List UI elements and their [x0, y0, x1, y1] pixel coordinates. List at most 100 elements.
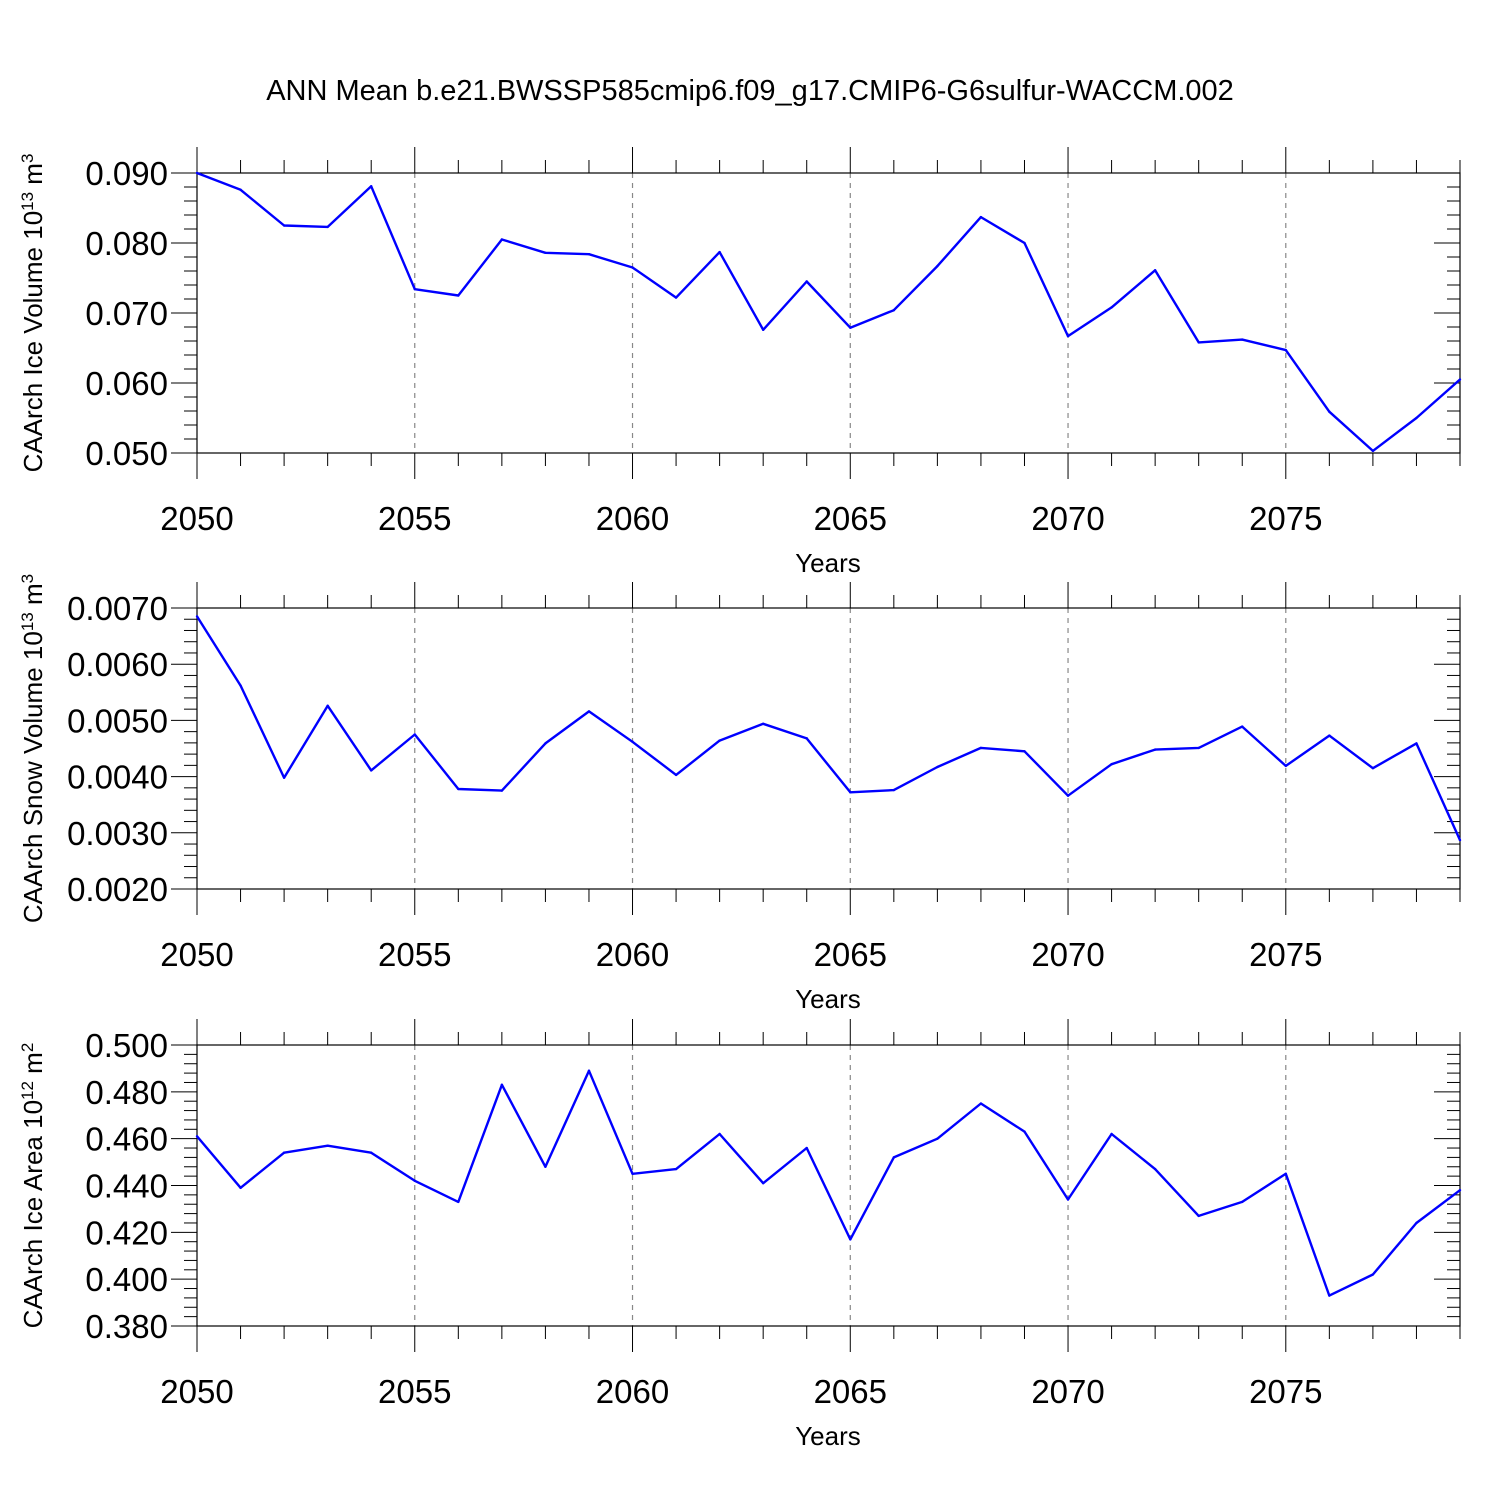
y-axis-label-unit-exp: 3: [18, 154, 37, 163]
x-tick-label: 2050: [160, 500, 233, 537]
y-axis-label-unit: m: [18, 583, 48, 612]
data-point: [1458, 378, 1462, 381]
plot-frame: [196, 607, 1461, 890]
data-point: [849, 1238, 852, 1241]
data-point: [500, 1083, 504, 1087]
y-tick-label: 0.380: [85, 1308, 168, 1345]
data-point: [979, 746, 983, 750]
data-point: [1241, 338, 1244, 341]
x-tick-label: 2070: [1031, 500, 1104, 537]
plot-frame: [196, 172, 1461, 454]
data-point: [457, 294, 460, 297]
y-tick-label: 0.070: [85, 295, 168, 332]
y-tick-label: 0.0020: [67, 871, 168, 908]
data-point: [1197, 341, 1200, 344]
data-point: [1328, 410, 1331, 413]
data-point: [936, 264, 939, 268]
data-point: [631, 266, 634, 269]
series-line: [195, 615, 1462, 841]
data-point: [326, 704, 329, 707]
y-tick-label: 0.050: [85, 435, 168, 472]
data-point: [1241, 1200, 1244, 1204]
data-point: [500, 789, 504, 792]
data-point: [370, 769, 373, 772]
y-tick-label: 0.500: [85, 1027, 168, 1064]
data-point: [326, 1144, 329, 1147]
data-point: [282, 776, 286, 779]
y-axis-label-exp: 13: [18, 192, 37, 211]
y-axis-label-exp: 12: [18, 1081, 37, 1100]
y-axis-label: CAArch Ice Volume 1013 m3: [18, 154, 49, 473]
data-point: [1110, 306, 1113, 309]
data-point: [413, 288, 416, 291]
data-point: [1328, 734, 1331, 737]
data-point: [1153, 269, 1157, 272]
data-point: [849, 791, 852, 794]
data-point: [1284, 348, 1287, 352]
x-tick-label: 2065: [814, 500, 887, 537]
data-point: [805, 280, 808, 283]
data-point: [674, 1167, 678, 1171]
x-tick-label: 2060: [596, 1373, 669, 1410]
y-tick-label: 0.0060: [67, 646, 168, 683]
data-point: [370, 1151, 373, 1154]
data-point: [1153, 1167, 1157, 1171]
x-tick-label: 2070: [1031, 936, 1104, 973]
data-point: [282, 1151, 286, 1154]
chart-panel-1: 2050 2055 2060 2065 2070 2075 0.050 0.060 0.070 0…: [18, 147, 1462, 578]
y-tick-label: 0.480: [85, 1074, 168, 1111]
data-point: [587, 710, 591, 713]
data-point: [1284, 1172, 1287, 1175]
data-point: [718, 1132, 721, 1136]
y-tick-label: 0.0070: [67, 590, 168, 627]
x-tick-label: 2055: [378, 1373, 451, 1410]
data-point: [282, 224, 286, 227]
x-axis-label: Years: [795, 984, 861, 1014]
data-point: [195, 615, 199, 618]
series-line: [196, 171, 1461, 453]
y-tick-label: 0.420: [85, 1214, 168, 1251]
x-tick-label: 2055: [378, 500, 451, 537]
y-axis-label-base: CAArch Ice Area 10: [18, 1100, 48, 1328]
data-point: [1197, 746, 1200, 750]
data-point: [239, 188, 242, 191]
data-point: [1415, 416, 1418, 420]
x-tick-label: 2075: [1249, 936, 1322, 973]
data-point: [457, 1200, 460, 1204]
y-tick-label: 0.0030: [67, 815, 168, 852]
data-point: [195, 171, 199, 175]
data-point: [1458, 838, 1462, 842]
data-point: [587, 253, 591, 256]
data-point: [936, 765, 939, 769]
data-point: [761, 328, 765, 331]
data-point: [1371, 1273, 1375, 1276]
data-point: [761, 1181, 765, 1185]
data-point: [1023, 1130, 1026, 1133]
data-point: [1153, 748, 1157, 751]
y-tick-label: 0.060: [85, 365, 168, 402]
data-point: [849, 326, 852, 329]
data-point: [1328, 1294, 1331, 1297]
data-point: [239, 684, 242, 687]
data-point: [718, 250, 721, 254]
y-axis-label-base: CAArch Ice Volume 10: [18, 211, 48, 473]
x-tick-label: 2055: [378, 936, 451, 973]
x-tick-label: 2060: [596, 936, 669, 973]
data-point: [1284, 764, 1287, 768]
data-point: [1415, 1221, 1418, 1225]
data-point: [413, 1179, 416, 1183]
x-tick-label: 2075: [1249, 500, 1322, 537]
y-tick-label: 0.080: [85, 225, 168, 262]
y-axis-label: CAArch Snow Volume 1013 m3: [18, 574, 49, 923]
x-tick-label: 2065: [814, 1373, 887, 1410]
data-point: [544, 742, 547, 745]
y-tick-label: 0.400: [85, 1261, 168, 1298]
x-axis-label: Years: [795, 1421, 861, 1451]
y-axis-label-unit-exp: 2: [18, 1043, 37, 1052]
data-point: [1371, 449, 1375, 453]
data-point: [1415, 742, 1418, 745]
data-point: [544, 1165, 547, 1168]
y-axis-label-unit: m: [18, 1052, 48, 1081]
chart-title: ANN Mean b.e21.BWSSP585cmip6.f09_g17.CMI…: [266, 75, 1234, 107]
data-point: [631, 1172, 634, 1175]
